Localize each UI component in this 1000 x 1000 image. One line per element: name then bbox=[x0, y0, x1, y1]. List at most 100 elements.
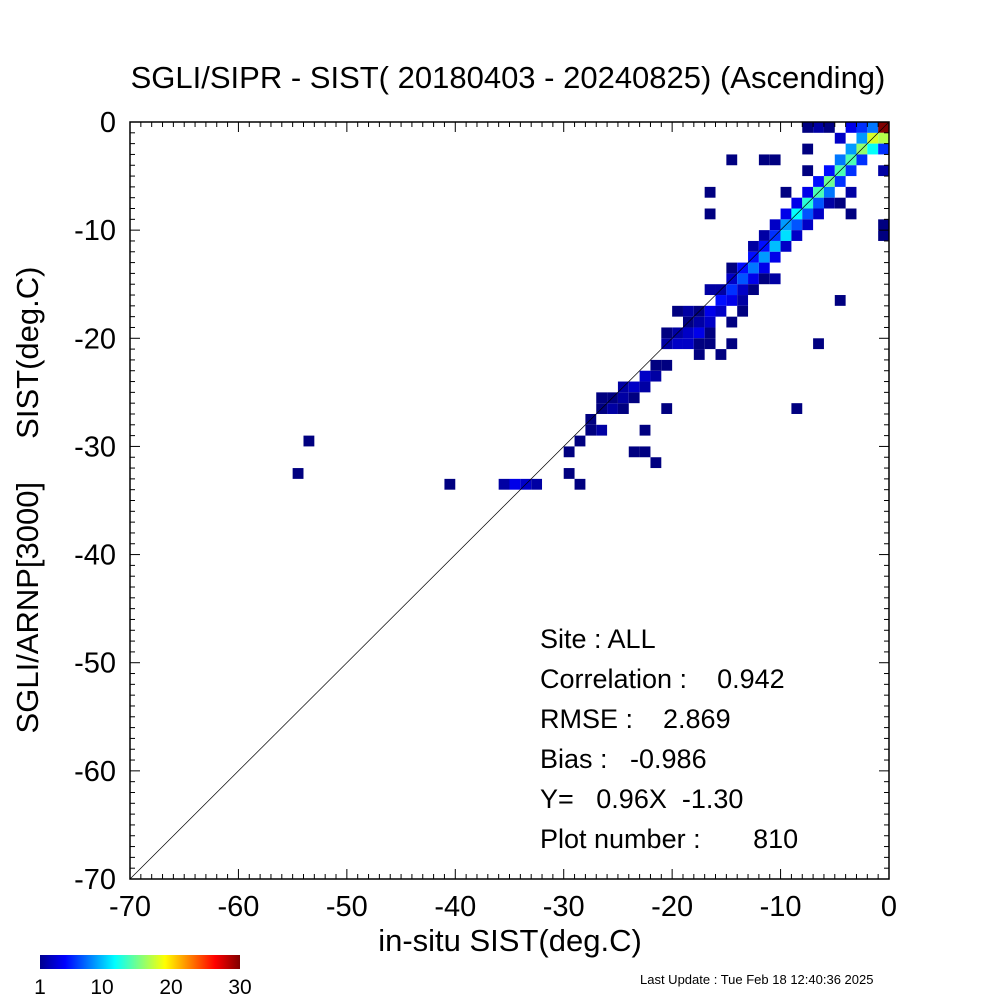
density-cell bbox=[834, 176, 846, 187]
density-cell bbox=[650, 370, 662, 382]
y-axis-title: SGLI/ARNP[3000] SIST(deg.C) bbox=[10, 267, 45, 734]
density-cell bbox=[802, 208, 814, 220]
density-cell bbox=[639, 370, 651, 382]
density-cell bbox=[780, 230, 792, 241]
density-cell bbox=[802, 122, 814, 133]
stats-plot-number: Plot number : 810 bbox=[540, 824, 798, 854]
density-cell bbox=[726, 262, 738, 274]
y-tick-label: -70 bbox=[74, 864, 116, 896]
statistics-panel: Site : ALL Correlation : 0.942 RMSE : 2.… bbox=[540, 624, 798, 854]
colorbar-labels: 1 10 20 30 bbox=[34, 976, 252, 999]
density-cell bbox=[758, 273, 770, 285]
y-tick-label: -60 bbox=[74, 756, 116, 788]
density-cell bbox=[607, 403, 618, 414]
plot-frame bbox=[129, 121, 890, 880]
x-tick-label: -50 bbox=[326, 891, 368, 923]
density-cell bbox=[639, 446, 651, 458]
density-cell bbox=[693, 338, 705, 350]
density-cell bbox=[867, 122, 879, 133]
density-cell bbox=[791, 403, 803, 414]
density-cell bbox=[563, 446, 575, 458]
density-cell bbox=[596, 424, 608, 436]
density-cell bbox=[878, 230, 889, 241]
density-cell bbox=[726, 316, 738, 328]
density-cell bbox=[845, 143, 857, 155]
density-cell bbox=[856, 154, 868, 166]
density-cell bbox=[661, 327, 673, 339]
density-cell bbox=[726, 284, 738, 296]
density-cell bbox=[737, 284, 749, 296]
density-cell bbox=[845, 122, 857, 133]
density-cell bbox=[748, 284, 759, 296]
density-cell bbox=[704, 316, 716, 328]
density-cell bbox=[672, 338, 683, 350]
density-cell bbox=[813, 176, 824, 187]
density-cell bbox=[769, 219, 781, 231]
x-axis-title: in-situ SIST(deg.C) bbox=[378, 923, 642, 958]
density-cell bbox=[715, 295, 727, 306]
one-to-one-reference-line bbox=[129, 121, 890, 880]
density-cell bbox=[758, 251, 770, 263]
density-cell bbox=[856, 122, 868, 133]
density-cell bbox=[867, 143, 879, 155]
density-cell bbox=[802, 186, 814, 198]
density-cell bbox=[769, 273, 781, 285]
density-cell bbox=[758, 154, 770, 166]
density-cell bbox=[737, 305, 749, 317]
density-cell bbox=[715, 305, 727, 317]
colorbar-tick-label: 30 bbox=[228, 976, 251, 999]
stats-bias: Bias : -0.986 bbox=[540, 744, 707, 774]
density-cell bbox=[704, 186, 716, 198]
colorbar-tick-label: 1 bbox=[34, 976, 46, 999]
y-tick-label: -30 bbox=[74, 431, 116, 463]
density-cell bbox=[834, 154, 846, 166]
density-cell bbox=[693, 316, 705, 328]
density-cell bbox=[693, 327, 705, 339]
density-cell bbox=[802, 219, 814, 231]
density-cell bbox=[509, 478, 521, 490]
density-cell bbox=[823, 186, 835, 198]
density-cell bbox=[650, 359, 662, 371]
density-cell bbox=[672, 305, 683, 317]
density-cell bbox=[661, 403, 673, 414]
density-cell bbox=[834, 132, 846, 144]
density-cell bbox=[682, 305, 694, 317]
x-tick-label: -60 bbox=[217, 891, 259, 923]
density-cell bbox=[758, 230, 770, 241]
density-cell bbox=[628, 392, 640, 404]
colorbar-tick-label: 10 bbox=[90, 976, 113, 999]
density-cell bbox=[845, 165, 857, 177]
stats-site: Site : ALL bbox=[540, 624, 656, 654]
x-tick-label: -40 bbox=[434, 891, 476, 923]
y-tick-label: -10 bbox=[74, 215, 116, 247]
density-cell bbox=[834, 197, 846, 209]
x-tick-label: -30 bbox=[543, 891, 585, 923]
density-cell bbox=[444, 478, 456, 490]
density-cell bbox=[726, 154, 738, 166]
y-tick-label: -50 bbox=[74, 648, 116, 680]
density-cell bbox=[574, 435, 586, 447]
x-tick-label: 0 bbox=[881, 891, 897, 923]
density-cell bbox=[769, 251, 781, 263]
density-cell bbox=[748, 273, 759, 285]
density-cell bbox=[704, 305, 716, 317]
density-cell bbox=[585, 424, 597, 436]
density-cell bbox=[682, 327, 694, 339]
density-cell bbox=[617, 392, 629, 404]
density-cell bbox=[813, 338, 824, 350]
density-cell bbox=[813, 208, 824, 220]
density-cell bbox=[704, 338, 716, 350]
density-cell bbox=[737, 295, 749, 306]
density-cell bbox=[813, 122, 824, 133]
density-cell bbox=[802, 143, 814, 155]
density-cell bbox=[791, 197, 803, 209]
density-cell bbox=[737, 273, 749, 285]
density-cell bbox=[769, 154, 781, 166]
y-tick-label: -20 bbox=[74, 323, 116, 355]
density-cell bbox=[704, 208, 716, 220]
density-cell bbox=[498, 478, 510, 490]
density-cell bbox=[693, 349, 705, 360]
density-cell bbox=[628, 446, 640, 458]
density-cells bbox=[292, 122, 889, 490]
density-cell bbox=[823, 122, 835, 133]
